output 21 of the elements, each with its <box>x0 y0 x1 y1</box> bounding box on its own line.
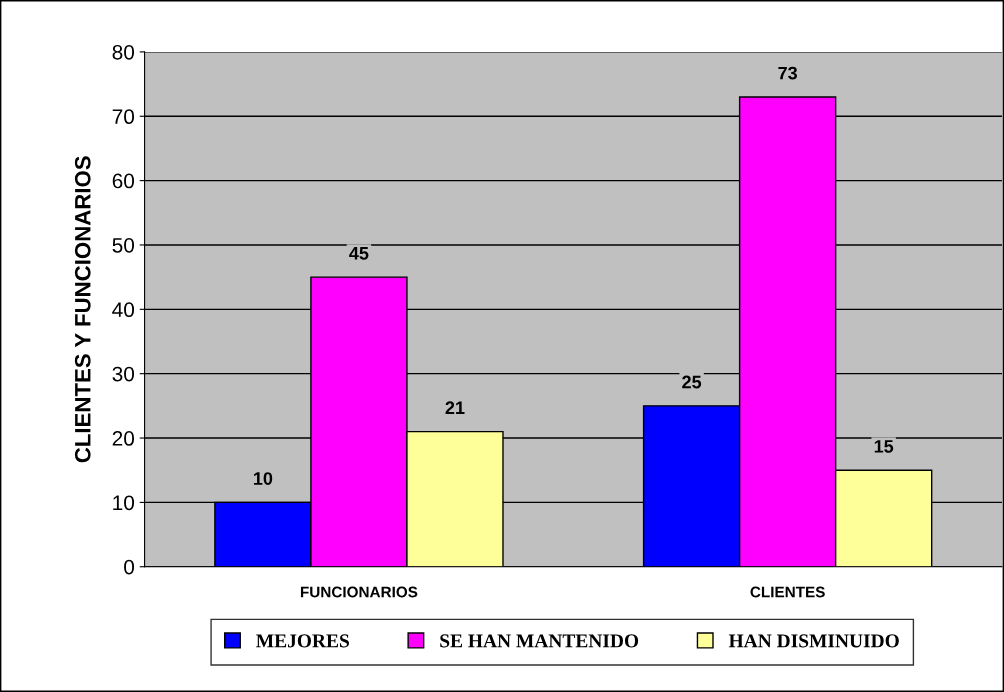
y-axis-title: CLIENTES Y FUNCIONARIOS <box>74 156 91 463</box>
y-tick-label: 80 <box>112 44 135 60</box>
data-label: 25 <box>682 375 702 389</box>
y-tick-label: 30 <box>112 366 135 382</box>
y-tick-label: 50 <box>112 237 135 253</box>
x-tick-label: FUNCIONARIOS <box>300 586 418 598</box>
y-tick-label: 60 <box>112 173 135 189</box>
y-tick-label: 40 <box>112 302 135 318</box>
x-tick-label: CLIENTES <box>750 586 825 598</box>
data-label: 45 <box>349 247 369 260</box>
data-label: 15 <box>874 440 894 453</box>
y-tick-label: 70 <box>112 109 135 125</box>
y-tick-label: 0 <box>124 559 135 575</box>
data-label: 10 <box>254 472 273 485</box>
data-label: 73 <box>778 66 798 80</box>
legend-label: MEJORES <box>256 634 349 648</box>
legend-label: HAN DISMINUIDO <box>728 634 899 648</box>
y-tick-label: 10 <box>113 495 135 511</box>
data-label: 21 <box>445 401 465 414</box>
y-tick-label: 20 <box>112 431 135 446</box>
legend-label: SE HAN MANTENIDO <box>440 634 639 648</box>
